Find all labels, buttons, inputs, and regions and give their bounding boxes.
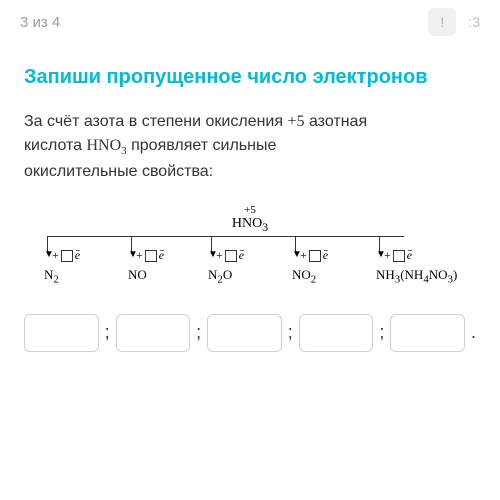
product-formula: NH3(NH4NO3) <box>376 267 457 286</box>
branch-1: ▼+eN2 <box>44 236 80 286</box>
separator: ; <box>288 322 293 343</box>
product-formula: NO <box>128 267 147 283</box>
top-ox-state: +5 <box>24 204 476 216</box>
separator: ; <box>379 322 384 343</box>
electron-input-box[interactable] <box>309 250 321 262</box>
answer-input-3[interactable] <box>207 314 282 352</box>
page-indicator: 3 из 4 <box>20 14 60 31</box>
separator: ; <box>196 322 201 343</box>
final-punct: . <box>471 322 476 343</box>
product-formula: N2 <box>44 267 59 286</box>
body-line1-suffix: азотная <box>305 113 368 130</box>
branch-5: ▼+eNH3(NH4NO3) <box>376 236 457 286</box>
top-formula: HNO3 <box>24 216 476 235</box>
branches: ▼+eN2▼+eNO▼+eN2O▼+eNO2▼+eNH3(NH4NO3) <box>24 236 476 296</box>
electron-label: +e <box>300 248 328 263</box>
report-button[interactable]: ! <box>428 8 456 36</box>
electron-input-box[interactable] <box>225 250 237 262</box>
body-line2-suffix: проявляет сильные <box>127 137 277 154</box>
answer-input-2[interactable] <box>116 314 191 352</box>
branch-2: ▼+eNO <box>128 236 164 283</box>
electron-label: +e <box>52 248 80 263</box>
answer-input-4[interactable] <box>299 314 374 352</box>
branch-3: ▼+eN2O <box>208 236 244 286</box>
electron-label: +e <box>384 248 412 263</box>
report-icon: ! <box>440 14 444 30</box>
formula-hno3: HNO3 <box>87 137 127 154</box>
ox-value: +5 <box>287 113 304 130</box>
answer-input-5[interactable] <box>390 314 465 352</box>
answer-row: ; ; ; ; . <box>24 314 476 352</box>
electron-input-box[interactable] <box>393 250 405 262</box>
electron-input-box[interactable] <box>61 250 73 262</box>
body-line1-prefix: За счёт азота в степени окисления <box>24 113 287 130</box>
electron-label: +e <box>216 248 244 263</box>
product-formula: NO2 <box>292 267 316 286</box>
separator: ; <box>105 322 110 343</box>
product-formula: N2O <box>208 267 232 286</box>
header: 3 из 4 ! :3 <box>0 0 500 44</box>
branch-4: ▼+eNO2 <box>292 236 328 286</box>
answer-input-1[interactable] <box>24 314 99 352</box>
electron-label: +e <box>136 248 164 263</box>
body-line3: окислительные свойства: <box>24 163 213 180</box>
rating-icon: :3 <box>468 14 480 30</box>
body-line2-prefix: кислота <box>24 137 87 154</box>
reaction-diagram: +5 HNO3 ▼+eN2▼+eNO▼+eN2O▼+eNO2▼+eNH3(NH4… <box>24 204 476 294</box>
electron-input-box[interactable] <box>145 250 157 262</box>
task-body: За счёт азота в степени окисления +5 азо… <box>24 110 476 184</box>
diagram-top: +5 HNO3 <box>24 204 476 235</box>
content: Запиши пропущенное число электронов За с… <box>0 44 500 372</box>
task-title: Запиши пропущенное число электронов <box>24 64 476 90</box>
header-actions: ! :3 <box>428 8 480 36</box>
